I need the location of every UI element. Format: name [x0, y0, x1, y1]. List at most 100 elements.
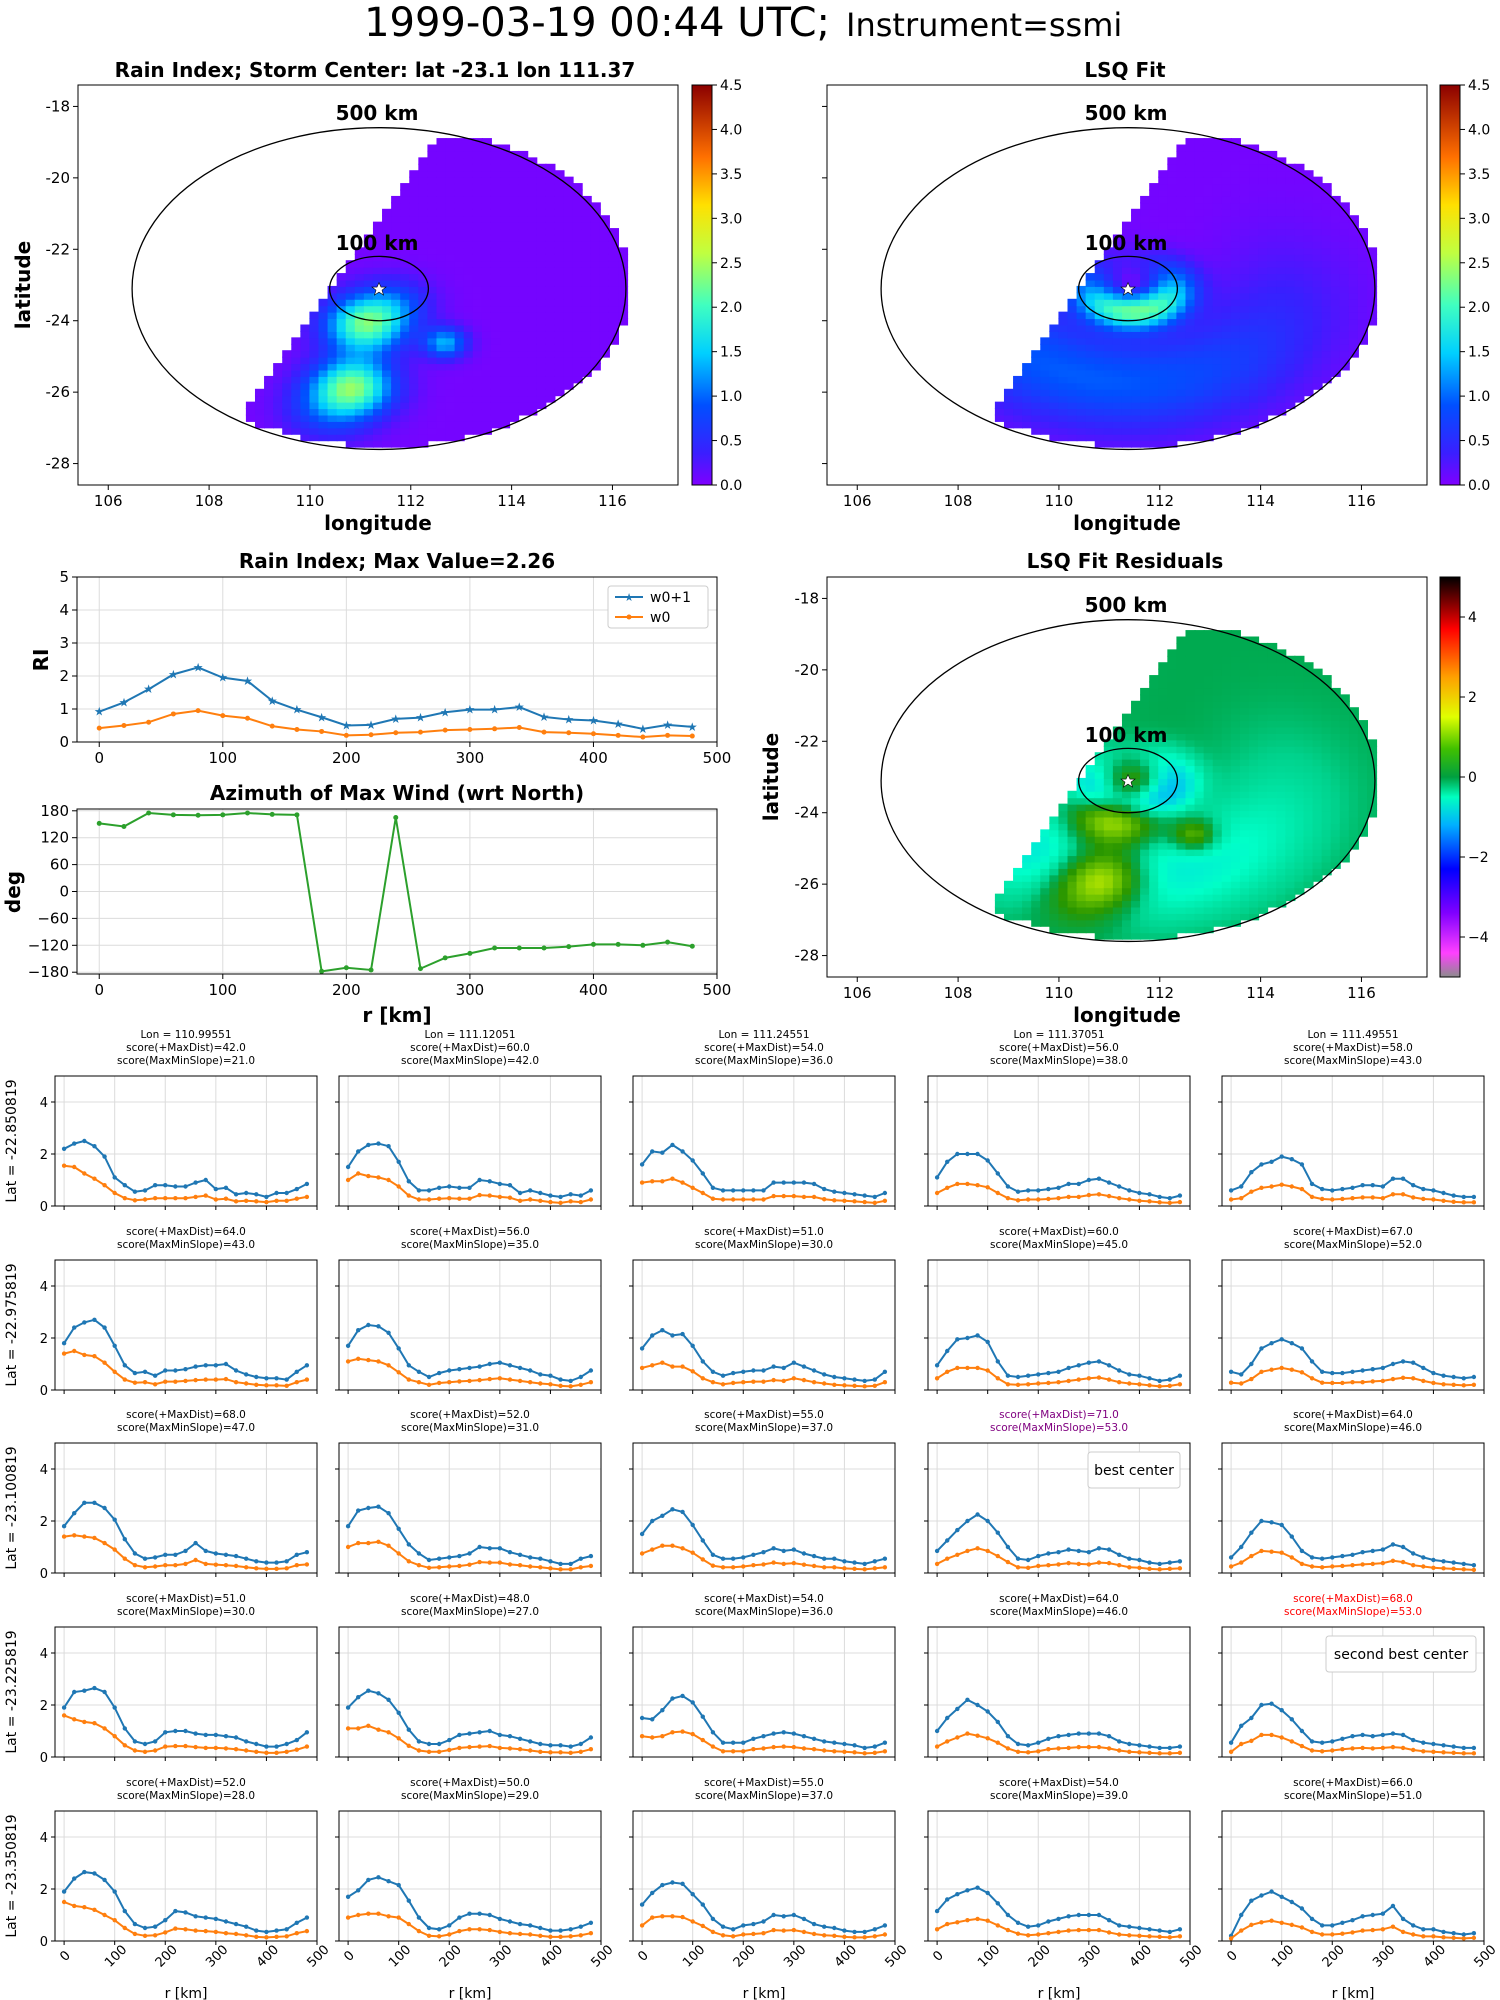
ytick-label: -22	[46, 240, 71, 258]
series-point-w0	[1147, 1566, 1152, 1572]
series-point-w0	[588, 1380, 594, 1385]
series-point-w0	[1106, 1377, 1112, 1382]
xtick-label: 116	[598, 492, 627, 510]
score-maxminslope: score(MaxMinSlope)=46.0	[1284, 1422, 1422, 1434]
series-point-w0p1	[1137, 1373, 1142, 1378]
series-point-w0p1	[1360, 1368, 1365, 1373]
series-point-w0p1	[1431, 1557, 1436, 1563]
series-point-w0	[1167, 1200, 1172, 1206]
series-point-w0p1	[1116, 1184, 1122, 1189]
colorbar-tick-label: 3.0	[1468, 211, 1490, 227]
series-point-w0p1	[548, 1193, 553, 1198]
series-point-w0	[1269, 1732, 1274, 1738]
series-point-w0p1	[294, 1737, 299, 1743]
series-point-w0p1	[1299, 1548, 1305, 1554]
series-point-w0p1	[406, 1542, 411, 1547]
series-point-w0	[497, 1376, 503, 1381]
series-point-w0	[1066, 1378, 1071, 1384]
series-point-w0p1	[92, 1500, 97, 1506]
series-point-w0p1	[945, 1715, 950, 1721]
series-point-w0p1	[1157, 1378, 1162, 1384]
lsq-map-colorbar	[1439, 84, 1461, 486]
series-point-w0p1	[1137, 1925, 1142, 1931]
series-point-w0	[1096, 1744, 1102, 1750]
series-point-0: ★	[440, 705, 451, 719]
series-point-w0	[254, 1566, 259, 1571]
series-point-w0p1	[751, 1368, 756, 1373]
series-point-w0p1	[771, 1731, 776, 1736]
circle-500km	[131, 127, 627, 451]
series-point-w0	[1167, 1751, 1172, 1756]
series-point-w0p1	[1106, 1547, 1112, 1552]
series-point-w0p1	[639, 1531, 645, 1537]
series-point-w0	[1005, 1382, 1011, 1387]
series-point-w0p1	[1239, 1912, 1244, 1918]
series-point-w0	[751, 1197, 756, 1202]
ri-profile-panel: Rain Index; Max Value=2.26 0 100 200 300 400…	[29, 549, 731, 767]
series-point-w0p1	[487, 1912, 492, 1918]
series-point-w0	[132, 1380, 138, 1385]
series-point-w0	[1431, 1749, 1436, 1755]
series-point-w0	[934, 1190, 940, 1196]
xtick-label: 110	[1045, 984, 1074, 1002]
series-point-w0p1	[497, 1360, 503, 1365]
cell-frame	[338, 1259, 602, 1391]
series-point-w0p1	[274, 1928, 279, 1933]
profile-cell: score(+MaxDist)=56.0score(MaxMinSlope)=3…	[335, 1226, 602, 1394]
series-point-w0p1	[650, 1518, 655, 1524]
series-point-w0	[995, 1190, 1000, 1196]
series-point-w0p1	[872, 1927, 877, 1932]
series-point-w0p1	[1441, 1929, 1446, 1935]
series-point-w0p1	[568, 1192, 573, 1197]
series-point-w0p1	[72, 1511, 77, 1516]
series-point-w0	[700, 1557, 705, 1562]
series-point-w0p1	[92, 1871, 97, 1876]
series-point-w0p1	[1096, 1912, 1102, 1918]
series-point-0: ★	[465, 703, 476, 717]
series-point-w0p1	[112, 1705, 117, 1710]
series-point-w0p1	[761, 1550, 766, 1555]
series-point-w0	[274, 1934, 279, 1940]
profile-cell: score(+MaxDist)=64.0score(MaxMinSlope)=4…	[924, 1593, 1191, 1761]
lsq-map-xlabel: longitude	[1073, 511, 1181, 535]
series-point-w0	[1167, 1935, 1172, 1940]
score-maxdist: score(+MaxDist)=64.0	[126, 1226, 246, 1238]
series-point-w0	[1249, 1553, 1254, 1559]
series-point-w0p1	[1177, 1744, 1183, 1749]
series-point-w0p1	[1025, 1743, 1031, 1748]
series-point-w0p1	[132, 1370, 138, 1376]
ytick-label: 0	[59, 733, 69, 751]
series-point-1	[689, 733, 695, 739]
series-point-w0p1	[821, 1556, 827, 1561]
series-point-w0p1	[821, 1186, 827, 1192]
series-point-w0	[426, 1749, 432, 1755]
series-point-w0	[558, 1567, 563, 1572]
series-point-w0	[985, 1736, 990, 1741]
series-point-w0	[163, 1563, 168, 1568]
series-point-w0p1	[356, 1328, 361, 1333]
series-point-w0	[1309, 1748, 1315, 1753]
series-point-w0p1	[1127, 1372, 1132, 1377]
series-point-w0	[1157, 1567, 1162, 1572]
series-point-w0p1	[680, 1693, 685, 1699]
series-point-w0	[945, 1369, 950, 1375]
series-point-w0	[345, 1544, 351, 1550]
series-point-w0p1	[811, 1921, 817, 1927]
series-point-w0p1	[304, 1730, 310, 1735]
series-point-w0	[1036, 1932, 1041, 1937]
series-point-w0	[497, 1745, 503, 1751]
series-point-w0p1	[1421, 1555, 1426, 1560]
series-point-w0p1	[1056, 1550, 1061, 1555]
series-point-w0	[568, 1567, 573, 1572]
series-point-w0p1	[416, 1188, 422, 1193]
series-point-w0p1	[985, 1890, 990, 1896]
series-point-w0p1	[741, 1369, 746, 1375]
series-point-w0p1	[517, 1190, 523, 1196]
series-point-w0	[995, 1553, 1000, 1559]
series-point-w0	[1066, 1194, 1071, 1200]
series-point-w0	[1147, 1934, 1152, 1939]
profile-cell: score(+MaxDist)=51.0score(MaxMinSlope)=3…	[4, 1593, 318, 1766]
series-point-w0p1	[193, 1364, 198, 1369]
series-point-w0	[1421, 1196, 1426, 1202]
series-point-w0p1	[477, 1730, 482, 1735]
